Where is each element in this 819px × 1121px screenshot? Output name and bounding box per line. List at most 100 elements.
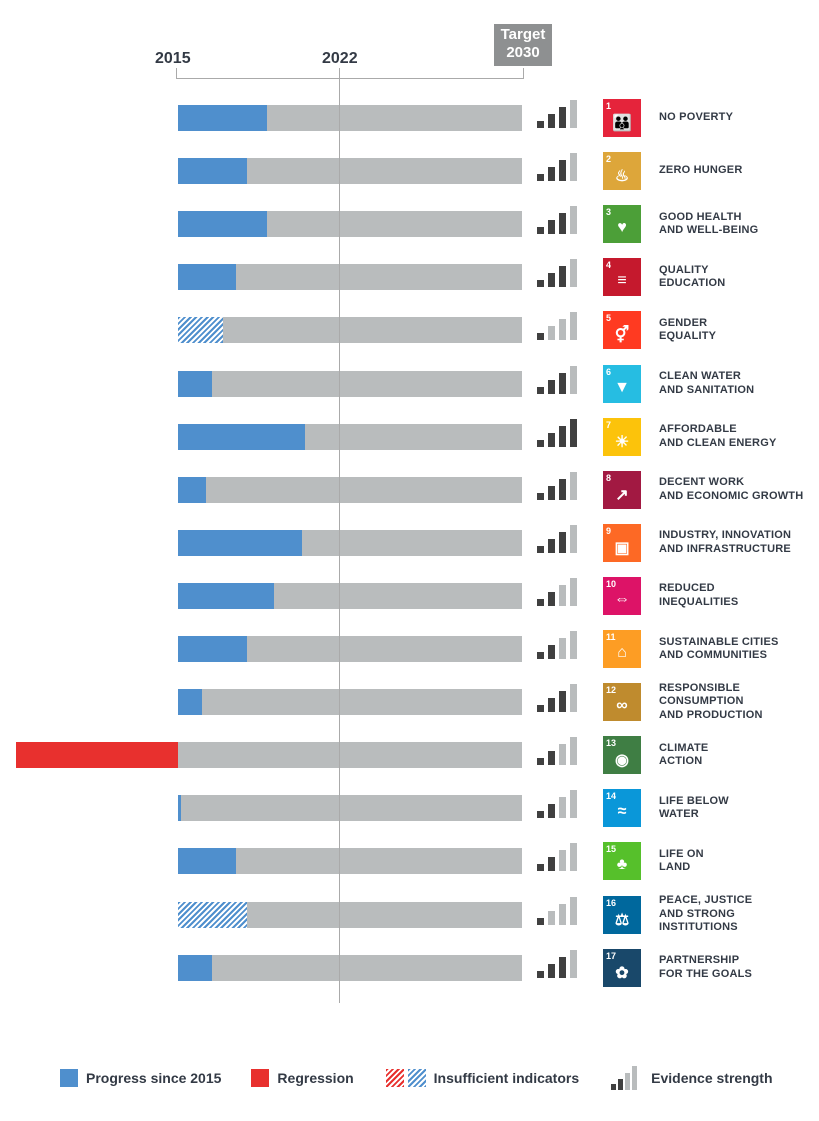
goal-row: 17 ✿ PARTNERSHIP FOR THE GOALS: [0, 948, 819, 988]
legend-evidence-label: Evidence strength: [651, 1070, 773, 1086]
evidence-strength-icon: [537, 737, 579, 766]
goal-number: 5: [606, 313, 612, 324]
evidence-strength-icon: [537, 418, 579, 447]
sdg-equals-arrows-icon: 10 ⇔: [603, 576, 641, 615]
goal-row: 2 ♨ ZERO HUNGER: [0, 151, 819, 191]
axis-bracket: [176, 78, 524, 79]
goal-label: CLIMATE ACTION: [659, 741, 709, 768]
evidence-bar: [559, 584, 566, 606]
sdg-eye-globe-icon: 13 ◉: [603, 736, 641, 775]
evidence-strength-icon: [537, 206, 579, 235]
sdg-heartbeat-icon: 3 ♥: [603, 205, 641, 244]
sdg-infinity-icon: 12 ∞: [603, 683, 641, 722]
goal-label: INDUSTRY, INNOVATION AND INFRASTRUCTURE: [659, 529, 792, 555]
goal-row: 13 ◉ CLIMATE ACTION: [0, 735, 819, 775]
evidence-strength-icon: [537, 259, 579, 288]
sdg-growth-chart-icon: 8 ↗: [603, 470, 641, 509]
evidence-bar: [559, 107, 566, 128]
evidence-bar: [537, 333, 544, 341]
evidence-bar: [548, 485, 555, 500]
evidence-bar: [559, 160, 566, 182]
sdg-flower-icon: 17 ✿: [603, 948, 641, 987]
sdg-tree-bird-icon: 15 ♣: [603, 842, 641, 881]
evidence-strength-icon: [537, 153, 579, 182]
evidence-bar: [570, 631, 577, 659]
evidence-bar: [537, 970, 544, 978]
evidence-bar: [537, 439, 544, 447]
evidence-bar: [548, 910, 555, 925]
evidence-bar: [559, 956, 566, 978]
goal-row: 16 ⚖ PEACE, JUSTICE AND STRONG INSTITUTION…: [0, 894, 819, 935]
goal-row: 9 ▣ INDUSTRY, INNOVATION AND INFRASTRUCTUR…: [0, 523, 819, 563]
evidence-bar: [548, 538, 555, 553]
goal-row: 11 ⌂ SUSTAINABLE CITIES AND COMMUNITIES: [0, 629, 819, 669]
legend: Progress since 2015 Regression Insuffici…: [60, 1066, 773, 1090]
legend-insufficient-blue-swatch: [407, 1069, 426, 1087]
evidence-bar: [537, 121, 544, 128]
goal-label: REDUCED INEQUALITIES: [659, 582, 739, 608]
evidence-bar: [537, 174, 544, 182]
sdg-buildings-icon: 11 ⌂: [603, 630, 641, 668]
evidence-bar: [537, 545, 544, 553]
evidence-bar: [537, 705, 544, 713]
evidence-strength-icon: [537, 312, 579, 341]
bar-track: [178, 370, 522, 397]
evidence-strength-icon: [537, 790, 579, 819]
bar-track: [178, 742, 522, 769]
goal-label: LIFE ON LAND: [659, 847, 704, 874]
evidence-bar: [559, 478, 566, 500]
goal-label: ZERO HUNGER: [659, 164, 743, 177]
evidence-bar: [570, 365, 577, 394]
progress-bar: [178, 848, 237, 875]
axis-label-2022: 2022: [322, 50, 358, 67]
goal-label: GENDER EQUALITY: [659, 316, 717, 343]
evidence-bar: [537, 492, 544, 500]
evidence-bar: [559, 425, 566, 447]
goal-label: QUALITY EDUCATION: [659, 263, 726, 290]
sdg-dove-gavel-icon: 16 ⚖: [603, 895, 641, 934]
goal-number: 17: [606, 950, 617, 961]
goal-number: 15: [606, 844, 617, 855]
evidence-bar: [548, 379, 555, 394]
progress-bar: [178, 317, 223, 344]
evidence-strength-icon: [537, 896, 579, 925]
bar-track: [178, 795, 522, 822]
evidence-bar: [548, 591, 555, 606]
legend-regression-swatch: [251, 1069, 270, 1087]
evidence-strength-icon: [537, 471, 579, 500]
goal-row: 10 ⇔ REDUCED INEQUALITIES: [0, 576, 819, 616]
evidence-bar: [559, 372, 566, 394]
evidence-bar: [548, 751, 555, 766]
evidence-strength-icon: [537, 949, 579, 978]
legend-progress-swatch: [60, 1069, 78, 1087]
goal-number: 2: [606, 154, 612, 165]
goal-number: 1: [606, 101, 612, 111]
progress-bar: [178, 689, 203, 716]
progress-bar: [178, 901, 247, 928]
progress-bar: [178, 795, 182, 822]
goal-number: 6: [606, 366, 612, 377]
bar-track: [178, 476, 522, 503]
evidence-bar: [570, 153, 577, 182]
evidence-bar: [548, 857, 555, 872]
evidence-bar: [570, 896, 577, 925]
goal-number: 4: [606, 260, 612, 271]
progress-bar: [178, 211, 268, 238]
evidence-bar: [570, 259, 577, 288]
evidence-bar: [559, 744, 566, 766]
evidence-bar: [559, 531, 566, 553]
evidence-bar: [548, 698, 555, 713]
evidence-bar: [548, 326, 555, 341]
goal-label: SUSTAINABLE CITIES AND COMMUNITIES: [659, 635, 779, 662]
goal-label: AFFORDABLE AND CLEAN ENERGY: [659, 423, 777, 449]
goal-number: 10: [606, 578, 617, 589]
evidence-bar: [548, 273, 555, 288]
goal-label: PEACE, JUSTICE AND STRONG INSTITUTIONS: [659, 894, 753, 934]
goal-row: 12 ∞ RESPONSIBLE CONSUMPTION AND PRODUCTIO…: [0, 682, 819, 722]
evidence-bar: [559, 850, 566, 872]
sdg-bowl-icon: 2 ♨: [603, 152, 641, 191]
progress-bar: [178, 158, 247, 185]
evidence-bar: [537, 864, 544, 872]
evidence-bar: [537, 811, 544, 819]
legend-regression-label: Regression: [277, 1070, 354, 1086]
